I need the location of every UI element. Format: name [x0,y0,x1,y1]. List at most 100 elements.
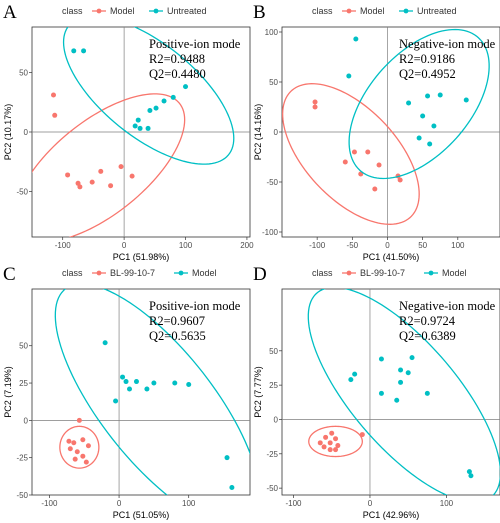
data-point [98,168,104,174]
data-point [416,135,422,141]
data-point [398,379,404,385]
y-tick-label: 50 [269,78,278,87]
plot-frame [281,288,500,496]
x-tick-label: 100 [451,241,465,250]
legend-item-1: Model [424,268,467,278]
legend-label: Model [192,268,217,278]
legend-item-0: BL-99-10-7 [342,268,405,278]
y-axis-title: PC2 (7.77%) [253,366,263,418]
data-point [317,440,323,446]
y-axis-ticks: -50 -25 0 25 50 [266,347,282,493]
data-point [145,125,151,131]
data-point [427,141,433,147]
annotation-line: Q2=0.5635 [149,329,206,343]
data-point [147,108,153,114]
annotation-line: Negative-ion mode [399,299,496,313]
data-point [352,371,358,377]
legend-key-dot [346,8,352,14]
data-point [89,179,95,185]
series-0 [32,92,186,237]
confidence-ellipse [54,289,250,495]
y-tick-label: 50 [269,347,278,356]
legend-key-dot [403,8,409,14]
data-point [71,440,77,446]
data-point [323,434,329,440]
x-tick-label: 100 [440,499,454,508]
data-point [65,172,71,178]
data-point [312,99,318,105]
y-tick-label: 25 [269,381,278,390]
plot-area [282,28,490,225]
data-point [376,162,382,168]
x-tick-label: 100 [182,499,196,508]
data-point [333,447,339,453]
y-tick-label: -50 [266,484,278,493]
data-point [102,340,108,346]
data-point [353,36,359,42]
x-axis-title: PC1 (51.05%) [113,510,170,520]
y-tick-label: -50 [16,188,28,197]
legend-item-0: Model [92,6,135,16]
y-tick-label: 0 [274,415,279,424]
legend-key-dot [153,8,159,14]
y-tick-label: -50 [16,491,28,500]
data-point [183,84,189,90]
x-tick-label: -100 [309,241,326,250]
annotation-line: Q2=0.6389 [399,329,456,343]
panel-letter: C [3,264,16,285]
data-point [406,100,412,106]
data-point [52,112,58,118]
series-1 [307,289,500,495]
y-tick-label: 50 [19,68,28,77]
annotation-line: Positive-ion mode [149,37,241,51]
x-tick-label: 0 [117,499,122,508]
legend-title: class [62,268,83,278]
legend-key-dot [346,270,352,276]
data-point [424,390,430,396]
y-tick-label: -25 [16,454,28,463]
data-point [372,186,378,192]
data-point [409,355,415,361]
panel-letter: A [3,2,17,23]
plot-frame [31,288,251,496]
x-axis-title: PC1 (41.50%) [363,252,420,262]
data-point [151,380,157,386]
data-point [172,380,178,386]
y-axis-ticks: -100 -50 0 50 100 [262,28,282,237]
plot-area [54,289,250,495]
data-point [120,374,126,380]
reference-lines [282,27,500,237]
reference-lines [32,27,250,237]
y-tick-label: -25 [266,450,278,459]
y-tick-label: 50 [19,342,28,351]
y-axis-ticks: -50 0 50 [16,68,32,197]
y-tick-label: 0 [274,128,279,137]
x-tick-label: -50 [347,241,359,250]
legend-title: class [312,6,333,16]
confidence-ellipse [32,93,186,237]
data-point [132,123,138,129]
legend: class BL-99-10-7 Model [62,268,217,278]
reference-lines [282,289,500,495]
x-tick-label: -100 [41,499,58,508]
data-point [153,105,159,111]
confidence-ellipse [59,425,100,469]
data-point [394,397,400,403]
data-point [398,367,404,373]
legend-title: class [62,6,83,16]
data-point [397,177,403,183]
data-point [378,390,384,396]
legend: class Model Untreated [62,6,207,16]
y-axis-title: PC2 (14.16%) [253,104,263,161]
data-point [118,164,124,170]
data-point [378,356,384,362]
data-point [463,97,469,103]
series-0 [308,425,365,458]
data-point [129,173,135,179]
data-point [170,94,176,100]
data-point [425,93,431,99]
data-point [108,183,114,189]
data-point [224,455,230,461]
